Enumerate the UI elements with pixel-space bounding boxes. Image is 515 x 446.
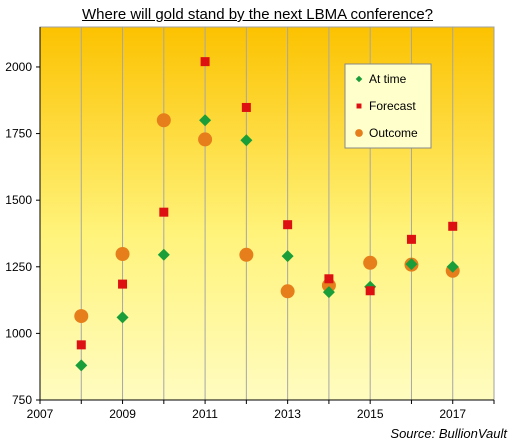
- y-tick-label-750: 750: [12, 393, 32, 407]
- forecast-point-2016: [406, 234, 416, 244]
- legend-label-at-time: At time: [369, 72, 407, 86]
- at-time-point-2013: [281, 250, 294, 263]
- x-tick-label-2011: 2011: [192, 407, 218, 421]
- forecast-point-2011: [200, 57, 210, 67]
- outcome-point-2008: [74, 309, 89, 324]
- chart-title: Where will gold stand by the next LBMA c…: [81, 6, 434, 23]
- outcome-point-2015: [363, 255, 378, 270]
- forecast-point-2014: [324, 274, 334, 284]
- outcome-point-2012: [239, 247, 254, 262]
- y-tick-label-1500: 1500: [5, 193, 32, 207]
- source-note: Source: BullionVault: [390, 426, 507, 441]
- legend: At time Forecast Outcome: [344, 63, 432, 149]
- legend-marker-forecast: [356, 103, 362, 109]
- forecast-point-2017: [448, 221, 458, 231]
- forecast-point-2010: [159, 207, 169, 217]
- x-tick-label-2007: 2007: [27, 407, 54, 421]
- x-tick-label-2017: 2017: [439, 407, 466, 421]
- data-marks: [74, 57, 460, 372]
- legend-marker-outcome: [355, 129, 363, 137]
- forecast-point-2012: [241, 102, 251, 112]
- at-time-point-2009: [116, 311, 129, 324]
- y-tick-label-1250: 1250: [5, 260, 32, 274]
- y-tick-label-1750: 1750: [5, 127, 32, 141]
- legend-label-outcome: Outcome: [369, 126, 418, 140]
- at-time-point-2014: [322, 286, 335, 299]
- at-time-point-2010: [157, 248, 170, 261]
- forecast-point-2009: [118, 279, 128, 289]
- outcome-point-2013: [280, 284, 295, 299]
- x-tick-label-2015: 2015: [357, 407, 384, 421]
- x-tick-label-2009: 2009: [109, 407, 136, 421]
- at-time-point-2008: [75, 359, 88, 372]
- at-time-point-2016: [405, 258, 418, 271]
- outcome-point-2011: [198, 132, 213, 147]
- y-tick-labels: 750 1000 1250 1500 1750 2000: [5, 60, 32, 407]
- y-tick-label-1000: 1000: [5, 326, 32, 340]
- forecast-point-2013: [283, 220, 293, 230]
- forecast-point-2008: [76, 340, 86, 350]
- x-tick-labels: 2007 2009 2011 2013 2015 2017: [27, 407, 467, 421]
- at-time-point-2011: [199, 114, 212, 127]
- forecast-point-2015: [365, 286, 375, 296]
- outcome-point-2009: [115, 246, 130, 261]
- y-tick-label-2000: 2000: [5, 60, 32, 74]
- x-tick-label-2013: 2013: [274, 407, 301, 421]
- at-time-point-2012: [240, 134, 253, 147]
- outcome-point-2010: [156, 113, 171, 128]
- legend-marker-at-time: [355, 75, 363, 83]
- legend-label-forecast: Forecast: [369, 99, 416, 113]
- axes: [36, 26, 495, 404]
- at-time-point-2017: [446, 260, 459, 273]
